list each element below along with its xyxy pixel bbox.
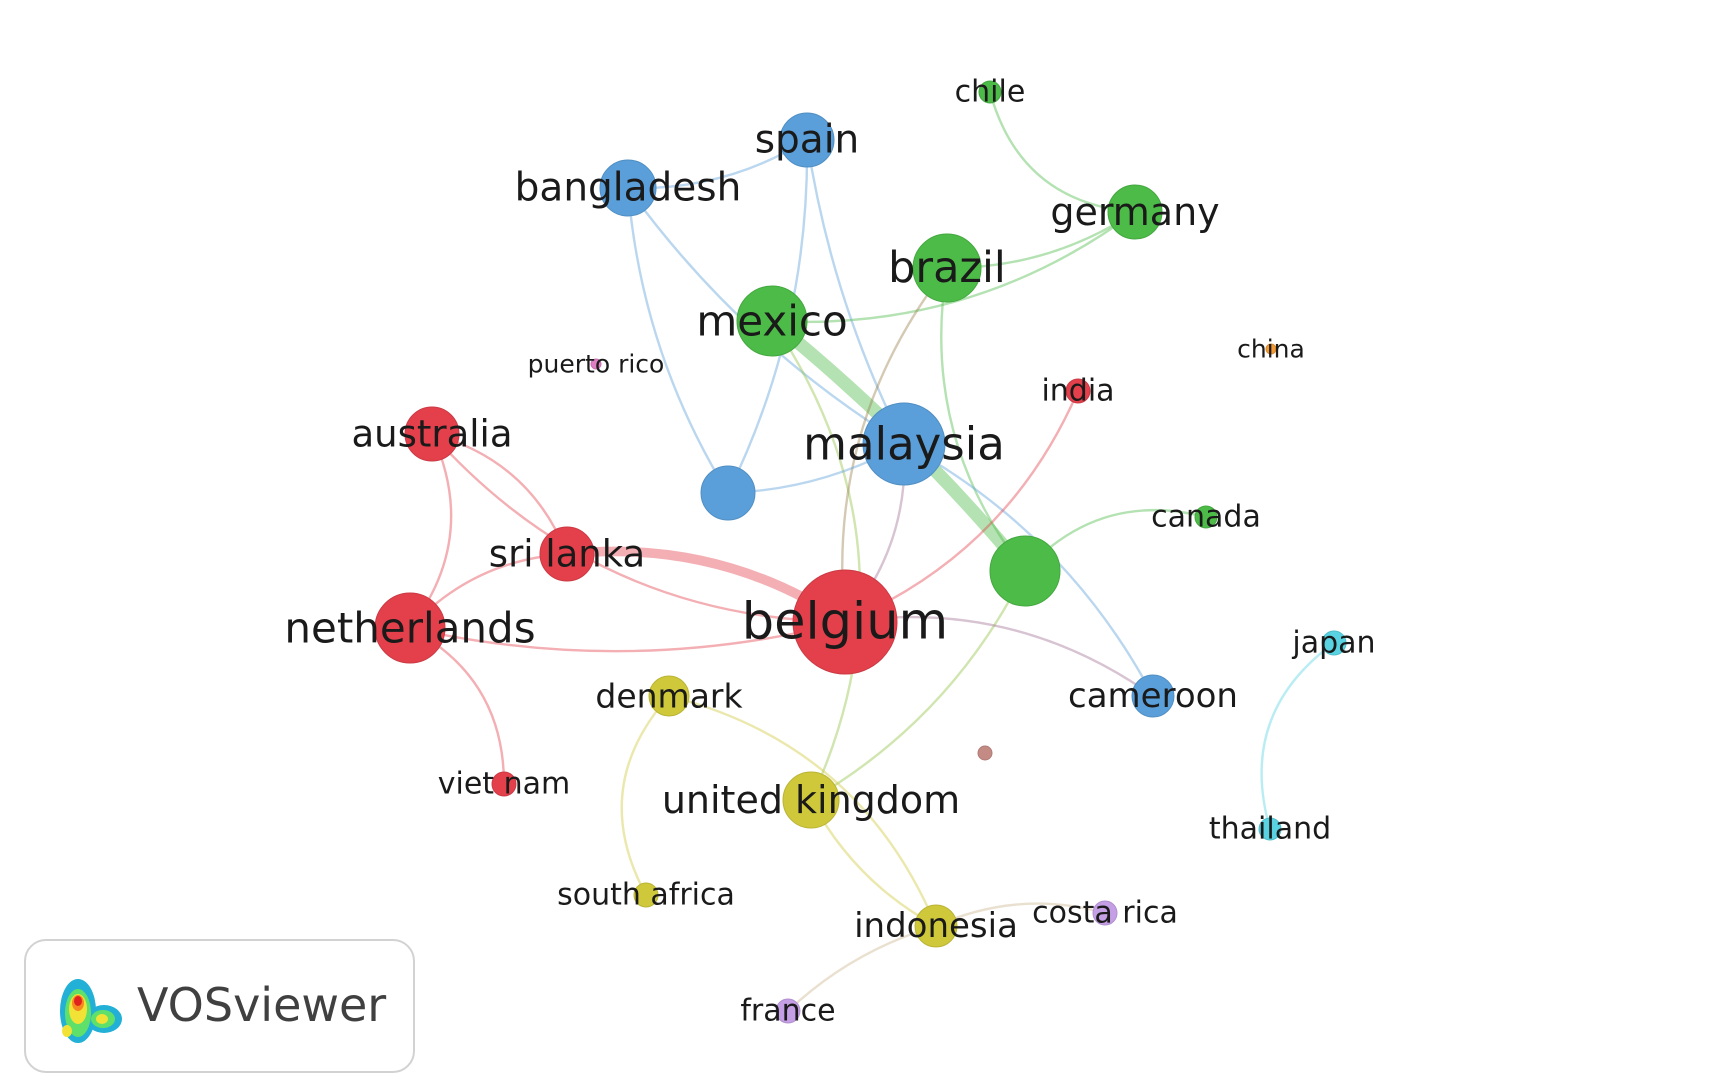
label-canada: canada	[1151, 500, 1261, 535]
node-blue-unlabeled[interactable]	[700, 465, 756, 521]
label-bangladesh: bangladesh	[515, 166, 742, 211]
label-costa-rica: costa rica	[1032, 896, 1178, 931]
node-thailand[interactable]	[1258, 817, 1282, 841]
node-australia[interactable]	[404, 406, 460, 462]
label-malaysia: malaysia	[803, 418, 1005, 471]
density-map-icon	[60, 979, 122, 1043]
link-mexico-united_kingdom	[770, 319, 862, 802]
node-indonesia[interactable]	[914, 904, 958, 948]
node-france[interactable]	[775, 998, 801, 1024]
vosviewer-logo: VOSviewer	[24, 939, 415, 1073]
node-netherlands[interactable]	[374, 592, 446, 664]
label-germany: germany	[1050, 190, 1219, 234]
node-green-unlabeled[interactable]	[989, 535, 1061, 607]
label-netherlands: netherlands	[284, 604, 535, 653]
label-mexico: mexico	[696, 297, 847, 346]
label-puerto-rico: puerto rico	[528, 350, 665, 379]
label-australia: australia	[351, 413, 512, 456]
link-spain-malaysia	[805, 138, 906, 446]
label-united-kingdom: united kingdom	[662, 778, 960, 822]
label-india: india	[1041, 374, 1114, 409]
node-spain[interactable]	[779, 112, 835, 168]
node-south-africa[interactable]	[633, 882, 659, 908]
link-japan-thailand	[1260, 641, 1336, 831]
node-canada[interactable]	[1194, 505, 1218, 529]
node-sri-lanka[interactable]	[539, 526, 595, 582]
label-spain: spain	[755, 118, 860, 163]
label-china: china	[1237, 335, 1305, 364]
node-brown-unlabeled[interactable]	[977, 745, 993, 761]
node-china[interactable]	[1265, 343, 1277, 355]
label-viet-nam: viet nam	[438, 767, 570, 802]
link-denmark-indonesia	[667, 694, 938, 928]
label-cameroon: cameroon	[1068, 676, 1238, 716]
node-united-kingdom[interactable]	[782, 771, 840, 829]
node-viet-nam[interactable]	[491, 771, 517, 797]
link-green_unlabeled-united_kingdom	[809, 569, 1027, 802]
node-denmark[interactable]	[648, 675, 690, 717]
label-denmark: denmark	[595, 677, 743, 716]
logo-text: VOSviewer	[137, 978, 387, 1032]
label-belgium: belgium	[742, 593, 948, 652]
node-mexico[interactable]	[736, 285, 808, 357]
node-germany[interactable]	[1107, 184, 1163, 240]
label-indonesia: indonesia	[854, 906, 1018, 946]
label-south-africa: south africa	[557, 878, 735, 913]
label-brazil: brazil	[888, 243, 1006, 293]
link-australia-belgium	[430, 432, 847, 624]
link-denmark-south_africa	[620, 694, 671, 897]
node-puerto-rico[interactable]	[590, 358, 602, 370]
node-chile[interactable]	[978, 80, 1002, 104]
label-thailand: thailand	[1209, 812, 1331, 847]
node-india[interactable]	[1065, 378, 1091, 404]
node-malaysia[interactable]	[862, 402, 946, 486]
link-brazil-green_unlabeled	[940, 266, 1027, 573]
node-cameroon[interactable]	[1131, 674, 1175, 718]
labels-layer: chile spain bangladesh germany brazil mexico p…	[284, 75, 1375, 1029]
link-germany-mexico	[770, 210, 1137, 324]
link-netherlands-belgium	[408, 620, 847, 653]
label-france: france	[740, 994, 835, 1029]
node-japan[interactable]	[1321, 630, 1347, 656]
node-brazil[interactable]	[912, 233, 982, 303]
node-bangladesh[interactable]	[599, 159, 657, 217]
label-chile: chile	[955, 75, 1026, 110]
link-bangladesh-blue_unlabeled	[626, 186, 730, 495]
label-japan: japan	[1291, 626, 1375, 661]
node-costa-rica[interactable]	[1092, 900, 1118, 926]
label-sri-lanka: sri lanka	[489, 533, 645, 576]
node-belgium[interactable]	[792, 569, 898, 675]
nodes-layer	[374, 80, 1347, 1024]
